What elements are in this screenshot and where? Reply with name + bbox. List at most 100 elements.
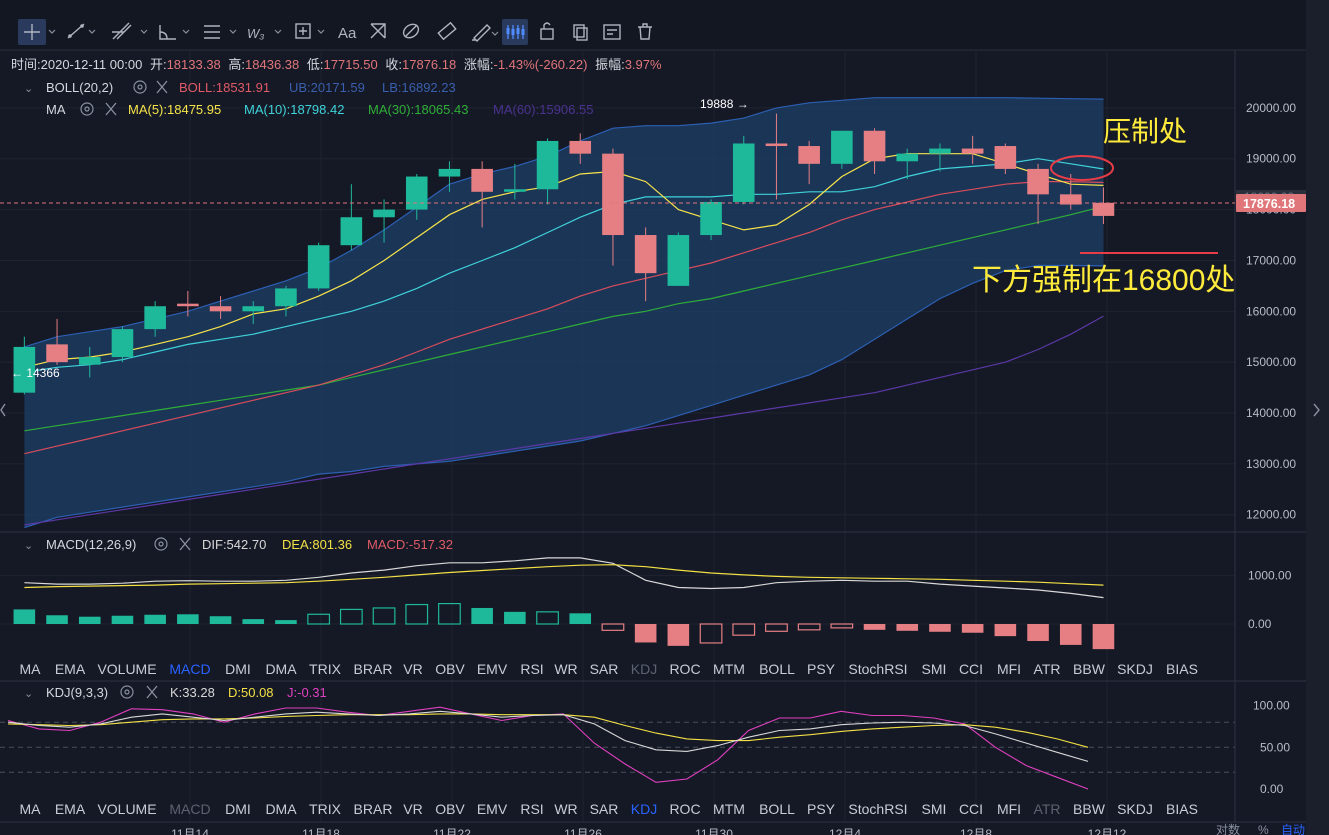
parallel-channel-icon[interactable] (204, 25, 220, 39)
log-scale-toggle[interactable]: 对数 (1216, 822, 1240, 835)
indicator-tab-boll[interactable]: BOLL (759, 661, 795, 677)
time-axis[interactable]: 11月14 11月18 11月22 11月26 11月30 12月4 12月8 12月12 (171, 827, 1127, 835)
price-axis[interactable]: 20000.0019000.0018000.0017000.0016000.00… (1246, 101, 1296, 522)
chevron-down-icon[interactable] (140, 29, 148, 34)
indicator-tab-bias[interactable]: BIAS (1166, 661, 1198, 677)
indicator-tab-macd[interactable]: MACD (169, 661, 210, 677)
indicator-tab-trix[interactable]: TRIX (309, 801, 342, 817)
delete-icon[interactable] (638, 23, 652, 40)
indicator-tab-bbw[interactable]: BBW (1073, 801, 1106, 817)
kdj-legend[interactable]: ⌄ KDJ(9,3,3) K:33.28 D:50.08 J:-0.31 (24, 685, 327, 700)
indicator-tab-mtm[interactable]: MTM (713, 661, 745, 677)
indicator-tab-obv[interactable]: OBV (435, 801, 465, 817)
indicator-tab-wr[interactable]: WR (554, 801, 577, 817)
indicator-tab-rsi[interactable]: RSI (520, 801, 543, 817)
indicator-tab-skdj[interactable]: SKDJ (1117, 801, 1153, 817)
indicator-tab-bias[interactable]: BIAS (1166, 801, 1198, 817)
indicator-tab-ma[interactable]: MA (20, 661, 42, 677)
indicator-tab-ema[interactable]: EMA (55, 801, 86, 817)
indicator-tab-mtm[interactable]: MTM (713, 801, 745, 817)
ma-settings-icon[interactable] (80, 102, 94, 116)
boll-settings-icon[interactable] (133, 80, 147, 94)
indicator-tab-dmi[interactable]: DMI (225, 801, 251, 817)
indicator-tab-volume[interactable]: VOLUME (97, 801, 156, 817)
indicator-tab-vr[interactable]: VR (403, 661, 422, 677)
indicator-tab-vr[interactable]: VR (403, 801, 422, 817)
multi-line-icon[interactable] (112, 22, 132, 40)
indicator-tab-atr[interactable]: ATR (1034, 661, 1061, 677)
pattern-icon[interactable] (370, 23, 386, 39)
indicator-tab-smi[interactable]: SMI (922, 661, 947, 677)
eraser-icon[interactable] (401, 21, 421, 40)
crosshair-icon[interactable] (24, 24, 40, 40)
indicator-tab-emv[interactable]: EMV (477, 661, 508, 677)
chevron-down-icon[interactable] (317, 29, 325, 34)
measure-icon[interactable] (295, 23, 311, 39)
macd-settings-icon[interactable] (154, 537, 168, 551)
left-scroll-arrow-icon[interactable] (0, 403, 6, 417)
chevron-down-icon[interactable] (182, 29, 190, 34)
indicator-tab-roc[interactable]: ROC (669, 801, 700, 817)
indicator-tab-sar[interactable]: SAR (590, 801, 619, 817)
boll-legend[interactable]: ⌄ BOLL(20,2) BOLL:18531.91 UB:20171.59 L… (24, 80, 456, 95)
indicator-tab-skdj[interactable]: SKDJ (1117, 661, 1153, 677)
indicator-tab-psy[interactable]: PSY (807, 801, 836, 817)
settings-icon[interactable] (603, 24, 621, 40)
indicator-tab-macd[interactable]: MACD (169, 801, 210, 817)
ma-close-icon[interactable] (105, 102, 117, 116)
text-icon[interactable]: Aa (338, 25, 357, 42)
chevron-down-icon[interactable] (274, 29, 282, 34)
boll-close-icon[interactable] (156, 80, 168, 94)
macd-axis[interactable]: 1000.00 0.00 (1248, 568, 1292, 631)
indicator-tab-dma[interactable]: DMA (265, 801, 297, 817)
indicator-tab-trix[interactable]: TRIX (309, 661, 342, 677)
angle-icon[interactable] (159, 25, 176, 40)
indicator-tab-smi[interactable]: SMI (922, 801, 947, 817)
indicator-tab-emv[interactable]: EMV (477, 801, 508, 817)
indicator-tab-sar[interactable]: SAR (590, 661, 619, 677)
auto-scale-toggle[interactable]: 自动 (1281, 823, 1305, 835)
macd-collapse-chevron-icon: ⌄ (24, 540, 33, 552)
macd-legend[interactable]: ⌄ MACD(12,26,9) DIF:542.70 DEA:801.36 MA… (24, 537, 453, 552)
indicator-tab-psy[interactable]: PSY (807, 661, 836, 677)
indicator-tab-kdj[interactable]: KDJ (631, 661, 657, 677)
indicator-tab-rsi[interactable]: RSI (520, 661, 543, 677)
ruler-icon[interactable] (437, 21, 457, 41)
ma-legend[interactable]: MA MA(5):18475.95 MA(10):18798.42 MA(30)… (46, 102, 593, 117)
indicator-tab-dmi[interactable]: DMI (225, 661, 251, 677)
right-scroll-arrow-icon[interactable] (1313, 403, 1320, 417)
percent-toggle[interactable]: % (1258, 823, 1269, 835)
brush-icon[interactable] (472, 24, 491, 42)
copy-icon[interactable] (573, 24, 585, 38)
indicator-tab-mfi[interactable]: MFI (997, 801, 1021, 817)
indicator-tab-bbw[interactable]: BBW (1073, 661, 1106, 677)
indicator-tab-stochrsi[interactable]: StochRSI (848, 661, 907, 677)
indicator-tab-obv[interactable]: OBV (435, 661, 465, 677)
chevron-down-icon[interactable] (88, 29, 96, 34)
wave-icon[interactable]: W₃ (247, 26, 264, 41)
indicator-tab-mfi[interactable]: MFI (997, 661, 1021, 677)
indicator-tab-ema[interactable]: EMA (55, 661, 86, 677)
chevron-down-icon[interactable] (491, 31, 499, 36)
kdj-close-icon[interactable] (146, 685, 158, 699)
indicator-tab-ma[interactable]: MA (20, 801, 42, 817)
macd-close-icon[interactable] (179, 537, 191, 551)
indicator-tab-wr[interactable]: WR (554, 661, 577, 677)
indicator-tab-brar[interactable]: BRAR (354, 801, 393, 817)
indicator-tab-brar[interactable]: BRAR (354, 661, 393, 677)
indicator-tab-kdj[interactable]: KDJ (631, 801, 657, 817)
lock-icon[interactable] (540, 28, 554, 40)
kdj-settings-icon[interactable] (120, 685, 134, 699)
indicator-tab-boll[interactable]: BOLL (759, 801, 795, 817)
kdj-axis[interactable]: 100.00 50.00 0.00 (1253, 699, 1290, 797)
indicator-tab-cci[interactable]: CCI (959, 661, 983, 677)
indicator-tab-cci[interactable]: CCI (959, 801, 983, 817)
indicator-tab-dma[interactable]: DMA (265, 661, 297, 677)
indicator-tab-atr[interactable]: ATR (1034, 801, 1061, 817)
indicator-tab-roc[interactable]: ROC (669, 661, 700, 677)
chevron-down-icon[interactable] (229, 29, 237, 34)
indicator-tab-stochrsi[interactable]: StochRSI (848, 801, 907, 817)
indicator-tab-volume[interactable]: VOLUME (97, 661, 156, 677)
chevron-down-icon[interactable] (48, 29, 56, 34)
